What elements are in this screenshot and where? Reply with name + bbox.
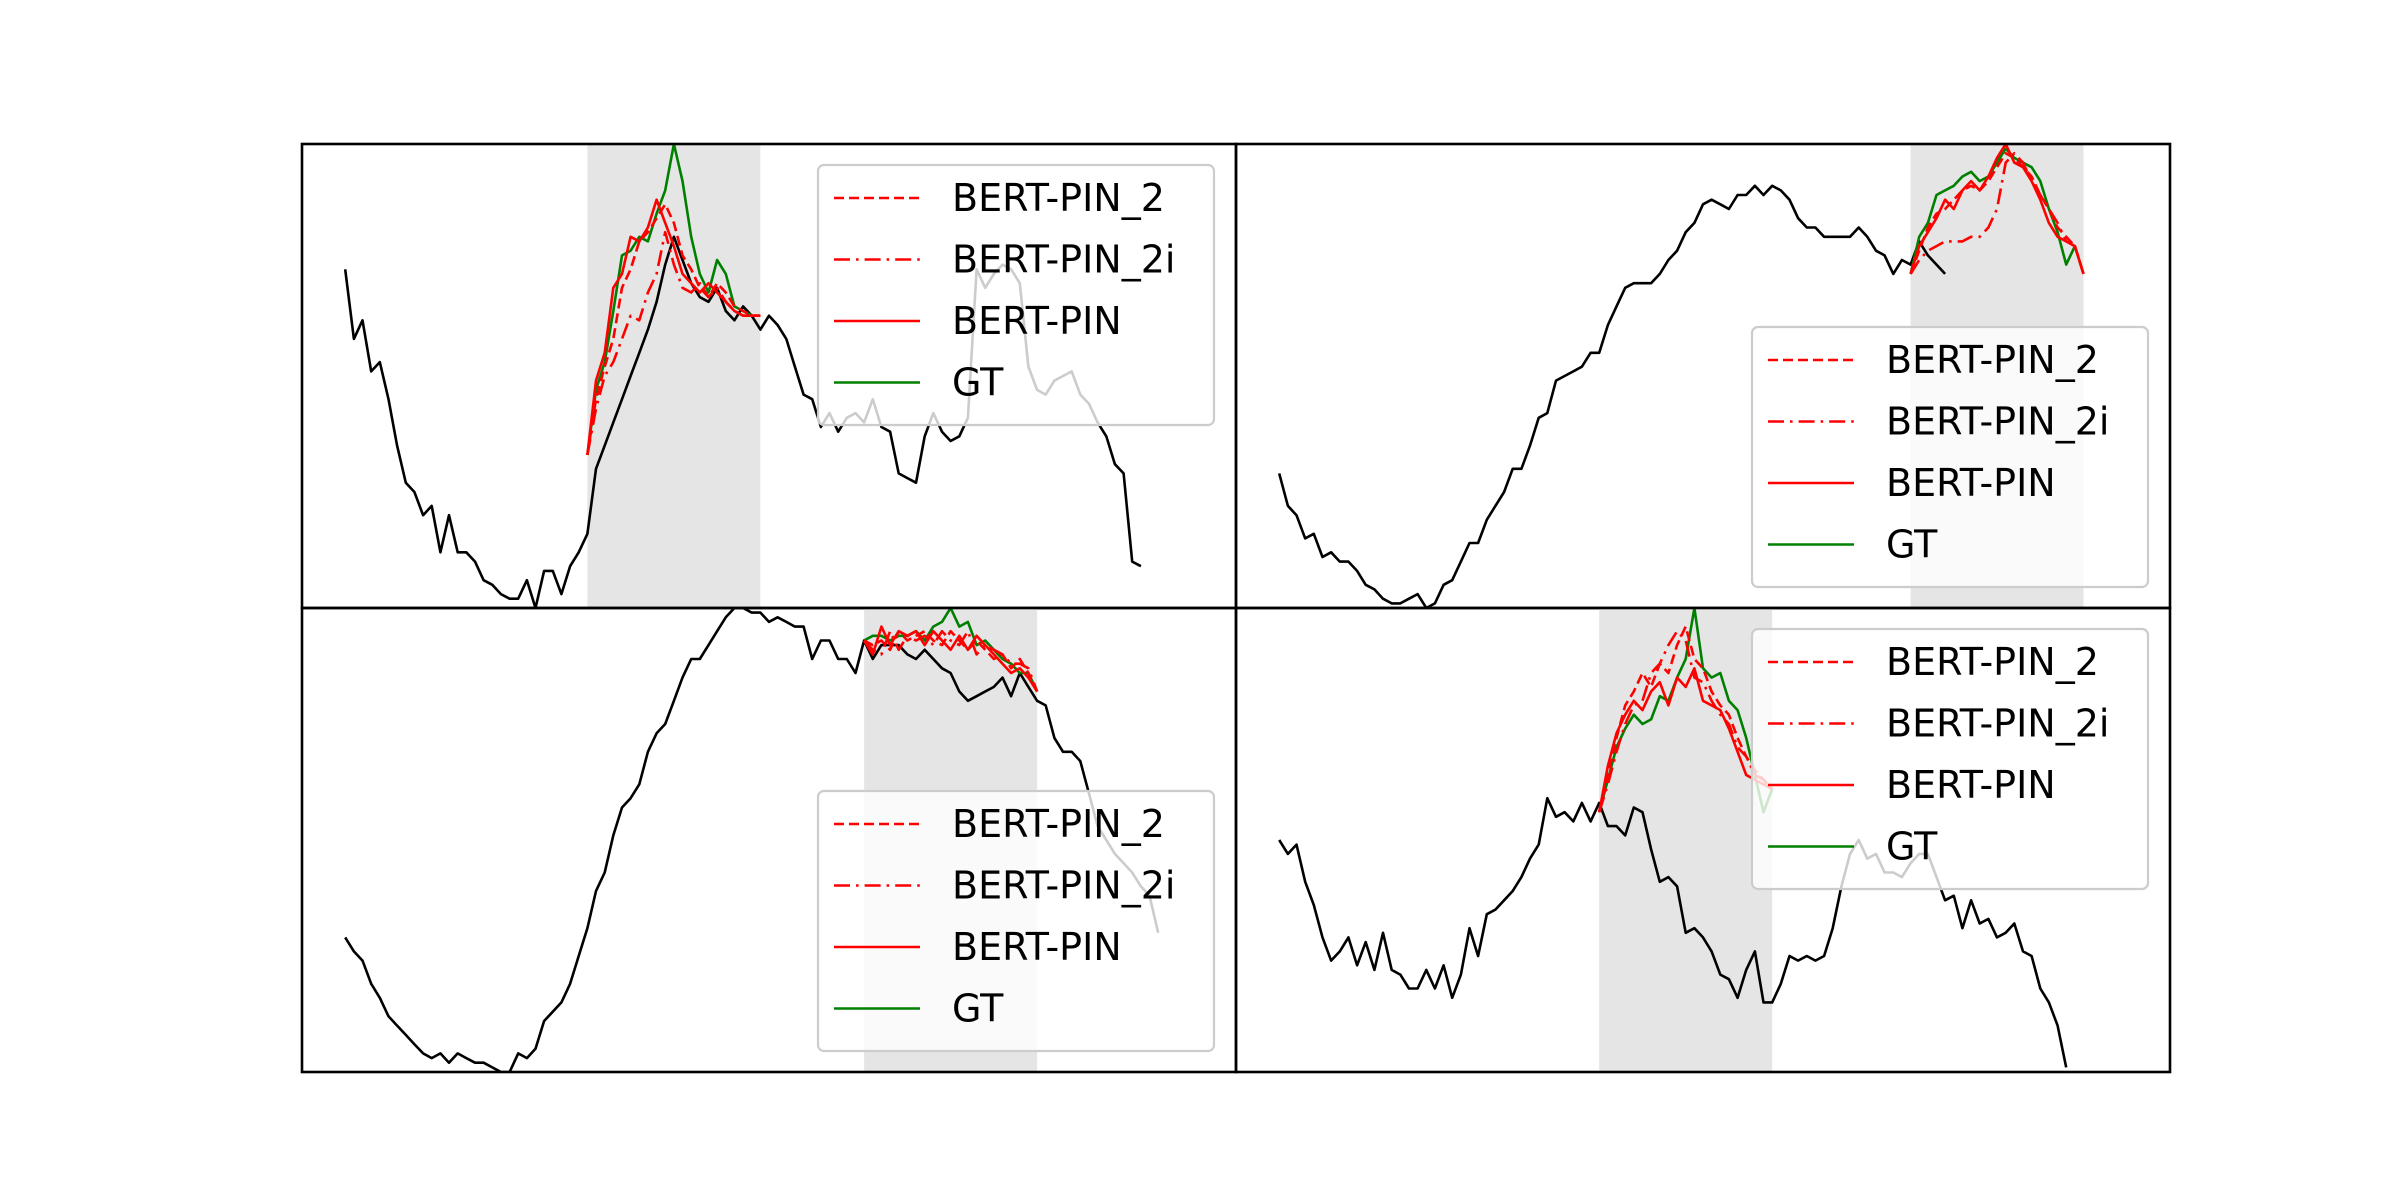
series-line-context — [1277, 184, 1947, 608]
panel-bottom-right: BERT-PIN_2 BERT-PIN_2i BERT-PIN GT — [1234, 606, 2172, 1074]
series-line-bert-pin-2 — [863, 629, 1039, 693]
series-line-bert-pin-2i — [586, 230, 761, 456]
legend-label-bert-pin-2i: BERT-PIN_2i — [952, 238, 1175, 282]
masked-region-band — [1599, 608, 1773, 1072]
legend-frame — [1750, 627, 2150, 891]
panel-bottom-left: BERT-PIN_2 BERT-PIN_2i BERT-PIN GT — [300, 606, 1238, 1074]
legend-label-bert-pin: BERT-PIN — [952, 299, 1122, 343]
series-line-bert-pin-2 — [586, 203, 761, 456]
legend-label-bert-pin-2i: BERT-PIN_2i — [1886, 400, 2109, 444]
series-line-gt — [1597, 608, 1774, 814]
legend-label-bert-pin-2: BERT-PIN_2 — [952, 176, 1165, 220]
legend-label-bert-pin: BERT-PIN — [952, 925, 1122, 969]
legend-label-gt: GT — [1886, 523, 1938, 567]
legend-label-gt: GT — [952, 987, 1004, 1031]
legend-label-bert-pin: BERT-PIN — [1886, 763, 2056, 807]
legend-frame — [1750, 325, 2150, 589]
legend-label-bert-pin-2: BERT-PIN_2 — [952, 802, 1165, 846]
legend: BERT-PIN_2 BERT-PIN_2i BERT-PIN GT — [816, 789, 1216, 1053]
series-line-bert-pin — [862, 625, 1039, 693]
series-line-bert-pin — [1597, 666, 1773, 813]
masked-region-band — [587, 144, 761, 608]
legend-label-bert-pin-2i: BERT-PIN_2i — [1886, 702, 2109, 746]
legend-label-gt: GT — [952, 361, 1004, 405]
plot-area — [1278, 608, 2068, 1072]
legend-frame — [816, 789, 1216, 1053]
legend-label-gt: GT — [1886, 825, 1938, 869]
series-line-bert-pin-2i — [863, 629, 1039, 692]
series-line-context — [344, 608, 1160, 1072]
panel-frame — [1234, 606, 2172, 1074]
legend-label-bert-pin-2: BERT-PIN_2 — [1886, 640, 2099, 684]
series-line-bert-pin-2i — [1909, 152, 2085, 275]
series-line-gt — [586, 144, 761, 456]
legend: BERT-PIN_2 BERT-PIN_2i BERT-PIN GT — [816, 163, 1216, 427]
series-line-bert-pin-2i — [1597, 629, 1774, 813]
panel-top-left: BERT-PIN_2 BERT-PIN_2i BERT-PIN GT — [300, 142, 1238, 610]
series-line-bert-pin — [1909, 144, 2085, 275]
series-line-bert-pin — [586, 198, 761, 456]
panel-top-right: BERT-PIN_2 BERT-PIN_2i BERT-PIN GT — [1234, 142, 2172, 610]
series-line-gt — [1909, 147, 2085, 275]
legend-label-bert-pin-2i: BERT-PIN_2i — [952, 864, 1175, 908]
legend: BERT-PIN_2 BERT-PIN_2i BERT-PIN GT — [1750, 627, 2150, 891]
legend-frame — [816, 163, 1216, 427]
legend: BERT-PIN_2 BERT-PIN_2i BERT-PIN GT — [1750, 325, 2150, 589]
legend-label-bert-pin: BERT-PIN — [1886, 461, 2056, 505]
plot-area — [343, 144, 1142, 608]
legend-label-bert-pin-2: BERT-PIN_2 — [1886, 338, 2099, 382]
